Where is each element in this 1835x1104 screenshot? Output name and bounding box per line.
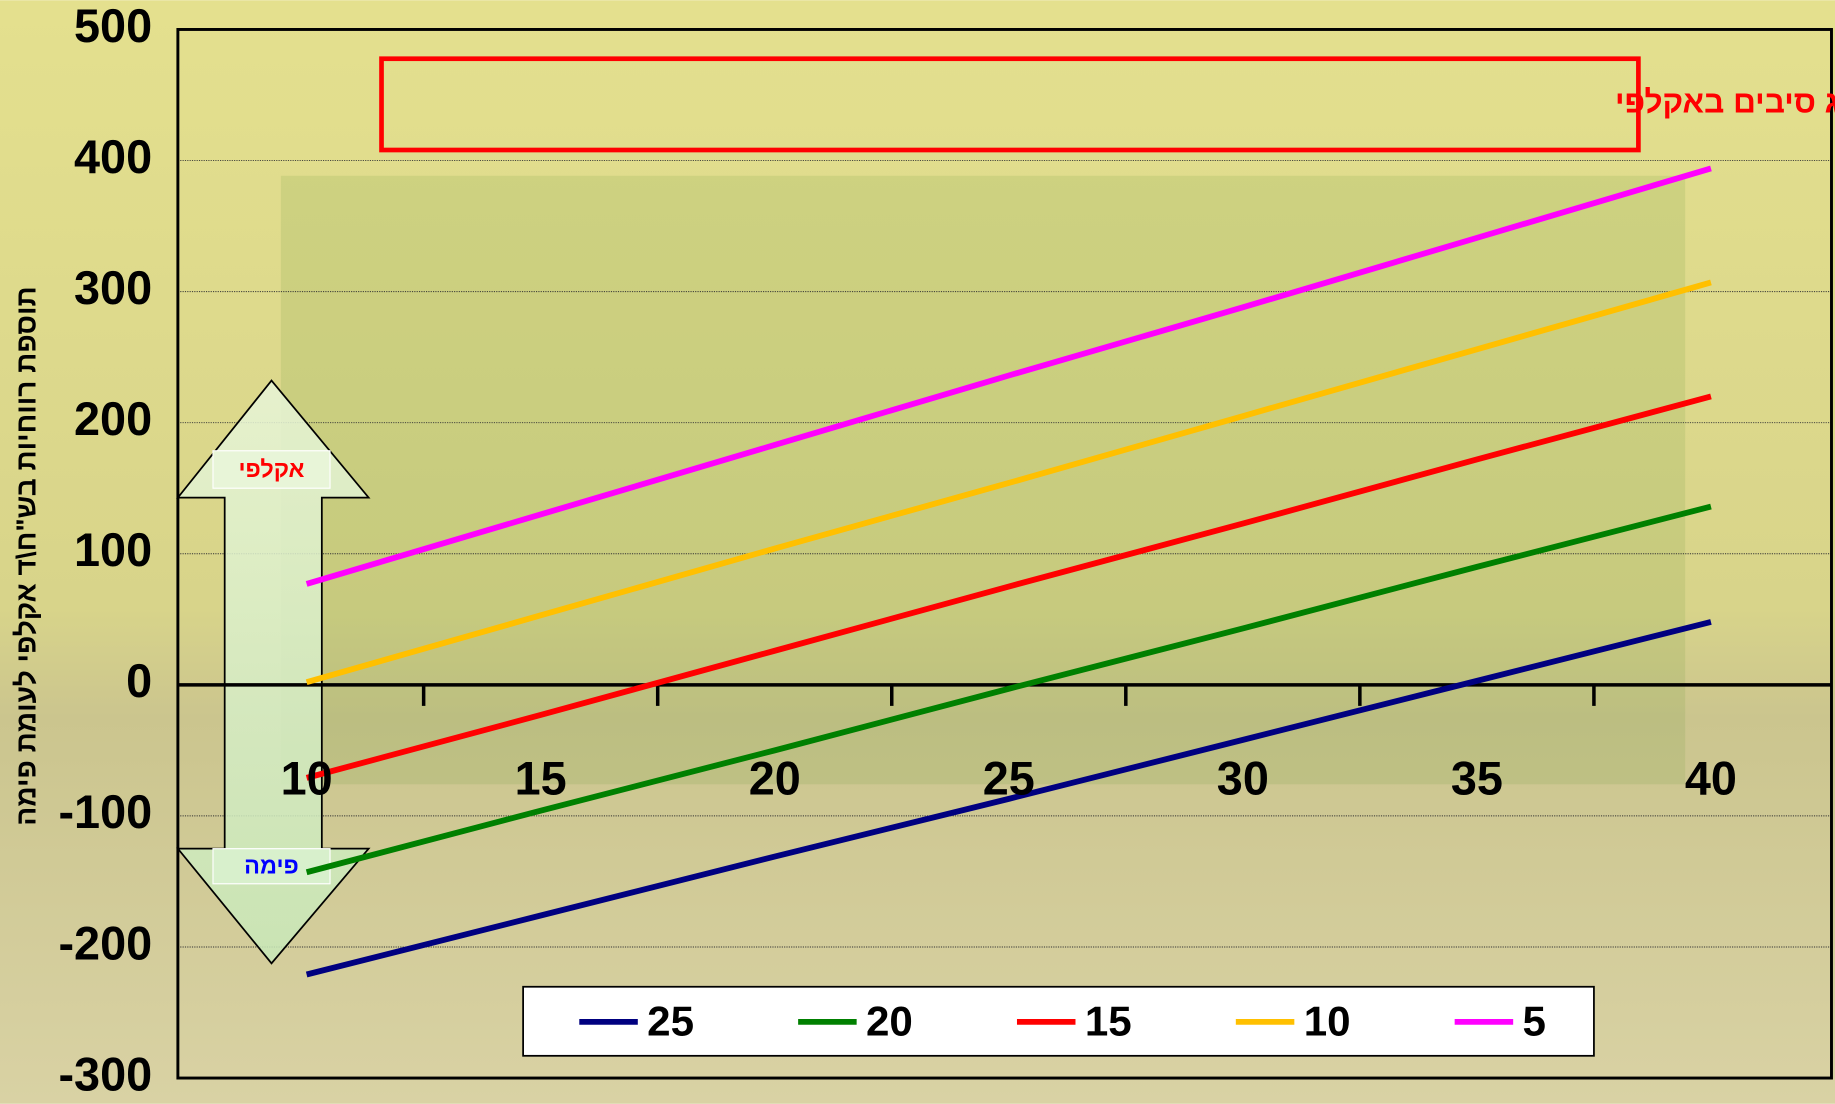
y-tick-label: 100 [74, 524, 152, 576]
series-line [305, 279, 1712, 686]
series-line [305, 619, 1712, 978]
y-tick-label: 300 [74, 262, 152, 314]
arrow-label: אקלפי [239, 456, 305, 482]
y-tick-label: 400 [74, 131, 152, 183]
double-arrow [176, 379, 371, 965]
photo-shade [280, 175, 1686, 785]
y-tick-label: -200 [58, 917, 152, 969]
label-box [212, 450, 331, 489]
annotation: תוספת 1סנט\ליברה בפימה = תוספת 1.2 ק"ג ס… [1615, 84, 1835, 120]
x-tick-label: 35 [1451, 752, 1503, 804]
legend-label: 5 [1523, 997, 1546, 1044]
legend-label: 20 [866, 997, 913, 1044]
y-tick-label: 200 [74, 393, 152, 445]
series-line [305, 165, 1712, 587]
x-tick-label: 30 [1217, 752, 1269, 804]
arrow-label: פימה [244, 853, 299, 879]
x-tick-label: 10 [281, 752, 333, 804]
legend-label: 10 [1304, 997, 1351, 1044]
y-tick-label: 500 [74, 0, 152, 52]
y-tick-label: -100 [58, 786, 152, 838]
legend-label: 25 [647, 997, 694, 1044]
x-tick-label: 40 [1685, 752, 1737, 804]
y-tick-label: 0 [126, 655, 152, 707]
x-tick-label: 25 [983, 752, 1035, 804]
series-line [305, 503, 1712, 876]
annotation-box [379, 56, 1641, 153]
series-line [305, 393, 1712, 781]
plot-frame [176, 28, 1833, 1080]
x-tick-label: 15 [515, 752, 567, 804]
legend-label: 15 [1085, 997, 1132, 1044]
label-box [212, 848, 331, 885]
y-tick-label: -300 [58, 1048, 152, 1100]
plot [177, 165, 1832, 978]
x-tick-label: 20 [749, 752, 801, 804]
y-axis-label: תוספת רווחיות בש"ח\ד אקלפי לעומת פימה [11, 286, 42, 825]
